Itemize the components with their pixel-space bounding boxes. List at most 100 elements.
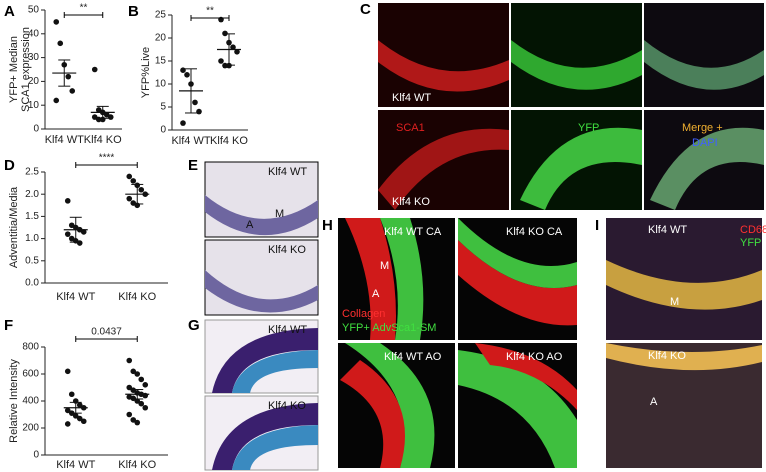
data-point <box>138 186 145 193</box>
image-label: A <box>246 219 254 231</box>
tissue <box>458 218 577 288</box>
data-point <box>126 173 133 180</box>
image-label: Klf4 KO <box>648 350 686 362</box>
data-point <box>130 417 137 423</box>
y-tick-label: 15 <box>155 56 167 67</box>
image-label: M <box>275 208 284 220</box>
significance-label: **** <box>99 153 115 164</box>
panel-h: H Klf4 WT CA Klf4 KO CA Klf4 WT AO Klf4 … <box>322 217 577 468</box>
data-point <box>126 384 133 391</box>
y-tick-label: 2.5 <box>25 167 39 178</box>
image-label: Collagen <box>342 308 385 320</box>
data-point <box>134 419 141 426</box>
data-point <box>142 404 149 411</box>
panel-letter: F <box>4 317 13 334</box>
image-label: Klf4 WT <box>268 324 307 336</box>
image-label: CD68 <box>740 224 766 236</box>
y-tick-label: 2.0 <box>25 189 39 200</box>
image-label: Klf4 WT <box>392 92 431 104</box>
tissue <box>606 260 762 310</box>
y-tick-label: 0.0 <box>25 278 39 289</box>
x-tick-label: Klf4 KO <box>118 291 156 303</box>
panel-e: E Klf4 WT Klf4 KO M A <box>188 157 319 316</box>
panel-letter: E <box>188 157 198 174</box>
y-tick-label: 5 <box>160 102 166 113</box>
tissue <box>345 218 396 340</box>
panel-i: I Klf4 WT Klf4 KO CD68 YFP M A <box>595 217 766 468</box>
x-tick-label: Klf4 KO <box>118 459 156 471</box>
y-tick-label: 200 <box>22 423 39 434</box>
data-point <box>126 357 133 364</box>
data-point <box>130 178 137 184</box>
x-tick-label: Klf4 WT <box>56 291 95 303</box>
data-point <box>64 421 71 427</box>
panel-letter: I <box>595 217 599 234</box>
data-point <box>234 49 240 55</box>
y-tick-label: 800 <box>22 342 39 353</box>
y-tick-label: 0 <box>160 125 166 136</box>
image-label: A <box>650 396 658 408</box>
x-tick-label: Klf4 KO <box>84 134 122 146</box>
image-label: Klf4 KO <box>392 196 430 208</box>
y-tick-label: 600 <box>22 369 39 380</box>
data-point <box>134 371 141 377</box>
data-point <box>126 411 133 418</box>
panel-letter: C <box>360 1 371 18</box>
significance-label: 0.0437 <box>91 327 122 338</box>
data-point <box>64 407 71 414</box>
tissue <box>345 343 435 468</box>
data-point <box>76 415 83 422</box>
tissue <box>380 218 424 340</box>
data-point <box>180 120 186 126</box>
image-label: Klf4 WT CA <box>384 226 442 238</box>
data-point <box>218 58 224 64</box>
tissue <box>644 40 764 90</box>
y-tick-label: 0.5 <box>25 255 39 266</box>
y-axis-label: SCA1 expression <box>20 27 32 112</box>
panel-letter: A <box>4 3 15 20</box>
y-tick-label: 30 <box>28 52 40 63</box>
tissue <box>232 425 318 470</box>
x-tick-label: Klf4 WT <box>56 459 95 471</box>
image-label: A <box>372 288 380 300</box>
x-tick-label: Klf4 WT <box>45 134 84 146</box>
data-point <box>126 195 133 202</box>
significance-label: ** <box>206 6 214 17</box>
data-point <box>91 66 98 73</box>
data-point <box>69 88 76 94</box>
data-point <box>138 376 145 383</box>
y-tick-label: 400 <box>22 396 39 407</box>
data-point <box>72 413 79 419</box>
tissue <box>475 343 577 410</box>
y-tick-label: 25 <box>155 10 167 21</box>
data-point <box>130 368 137 375</box>
data-point <box>57 40 64 47</box>
image-label: DAPI <box>692 137 718 149</box>
tissue <box>650 127 764 210</box>
data-point <box>53 19 60 25</box>
data-point <box>196 108 202 115</box>
data-point <box>80 229 87 235</box>
y-tick-label: 10 <box>155 79 167 90</box>
tissue <box>378 40 509 92</box>
image-label: YFP <box>740 237 761 249</box>
data-point <box>76 402 83 408</box>
tissue <box>205 195 318 236</box>
data-point <box>65 73 72 80</box>
data-point <box>64 231 71 237</box>
panel-letter: D <box>4 157 15 174</box>
image-label: Klf4 KO <box>268 244 306 256</box>
x-tick-label: Klf4 KO <box>210 135 248 147</box>
y-tick-label: 20 <box>155 33 167 44</box>
data-point <box>138 400 145 407</box>
data-point <box>184 72 190 78</box>
image-label: M <box>380 260 389 272</box>
data-point <box>142 382 149 388</box>
y-tick-label: 0 <box>33 450 39 461</box>
data-point <box>64 368 71 375</box>
data-point <box>80 418 87 425</box>
x-tick-label: Klf4 WT <box>171 135 210 147</box>
data-point <box>180 67 186 73</box>
tissue <box>378 128 509 210</box>
y-tick-label: 50 <box>28 5 40 16</box>
